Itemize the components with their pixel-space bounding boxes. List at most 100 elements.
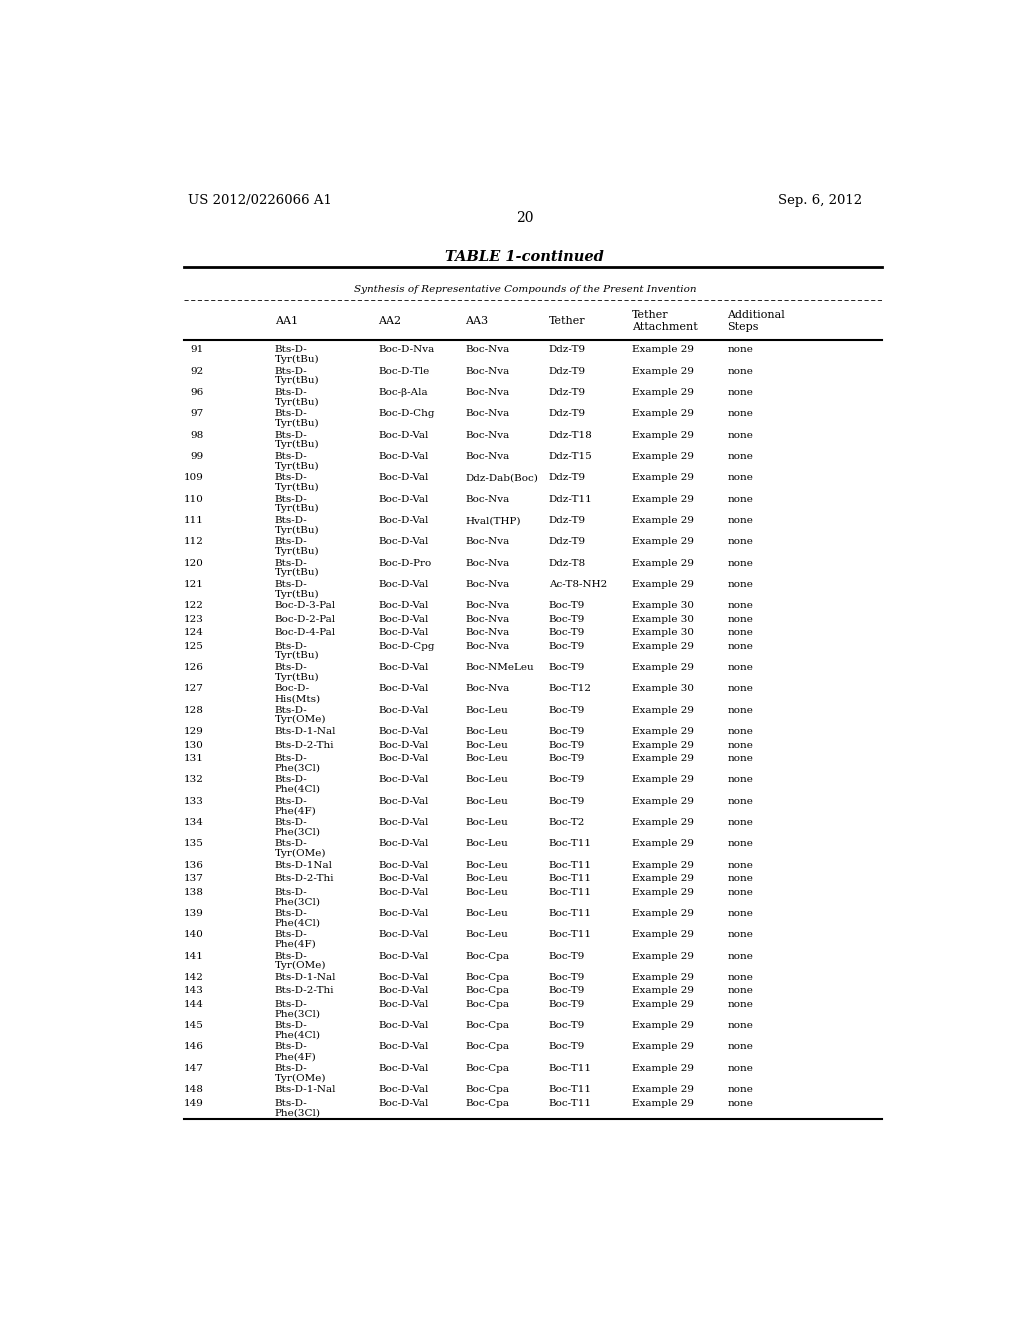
Text: Example 29: Example 29 bbox=[632, 861, 694, 870]
Text: none: none bbox=[727, 516, 753, 525]
Text: 131: 131 bbox=[183, 754, 204, 763]
Text: none: none bbox=[727, 775, 753, 784]
Text: Bts-D-: Bts-D- bbox=[274, 642, 307, 651]
Text: Example 29: Example 29 bbox=[632, 727, 694, 737]
Text: Sep. 6, 2012: Sep. 6, 2012 bbox=[778, 194, 862, 207]
Text: Tether: Tether bbox=[549, 315, 586, 326]
Text: Example 29: Example 29 bbox=[632, 516, 694, 525]
Text: Tyr(tBu): Tyr(tBu) bbox=[274, 673, 319, 682]
Text: 126: 126 bbox=[183, 663, 204, 672]
Text: none: none bbox=[727, 999, 753, 1008]
Text: none: none bbox=[727, 909, 753, 917]
Text: Example 29: Example 29 bbox=[632, 642, 694, 651]
Text: none: none bbox=[727, 495, 753, 504]
Text: Bts-D-: Bts-D- bbox=[274, 409, 307, 418]
Text: Bts-D-1Nal: Bts-D-1Nal bbox=[274, 861, 333, 870]
Text: Bts-D-: Bts-D- bbox=[274, 430, 307, 440]
Text: none: none bbox=[727, 861, 753, 870]
Text: Example 29: Example 29 bbox=[632, 1064, 694, 1073]
Text: none: none bbox=[727, 474, 753, 482]
Text: 96: 96 bbox=[190, 388, 204, 397]
Text: none: none bbox=[727, 642, 753, 651]
Text: Tyr(tBu): Tyr(tBu) bbox=[274, 483, 319, 492]
Text: Bts-D-: Bts-D- bbox=[274, 474, 307, 482]
Text: Boc-T9: Boc-T9 bbox=[549, 602, 585, 610]
Text: Boc-D-Val: Boc-D-Val bbox=[378, 1043, 428, 1052]
Text: Bts-D-1-Nal: Bts-D-1-Nal bbox=[274, 1085, 336, 1094]
Text: 91: 91 bbox=[190, 346, 204, 354]
Text: Hval(THP): Hval(THP) bbox=[465, 516, 521, 525]
Text: Boc-T9: Boc-T9 bbox=[549, 741, 585, 750]
Text: Boc-Cpa: Boc-Cpa bbox=[465, 1098, 509, 1107]
Text: Boc-T9: Boc-T9 bbox=[549, 642, 585, 651]
Text: Phe(3Cl): Phe(3Cl) bbox=[274, 763, 321, 772]
Text: Boc-T11: Boc-T11 bbox=[549, 840, 592, 849]
Text: 109: 109 bbox=[183, 474, 204, 482]
Text: none: none bbox=[727, 537, 753, 546]
Text: Boc-Cpa: Boc-Cpa bbox=[465, 1064, 509, 1073]
Text: Boc-Nva: Boc-Nva bbox=[465, 388, 510, 397]
Text: Boc-Nva: Boc-Nva bbox=[465, 615, 510, 624]
Text: 138: 138 bbox=[183, 887, 204, 896]
Text: Tyr(tBu): Tyr(tBu) bbox=[274, 651, 319, 660]
Text: Boc-T2: Boc-T2 bbox=[549, 818, 585, 828]
Text: Boc-Leu: Boc-Leu bbox=[465, 754, 508, 763]
Text: Ddz-T8: Ddz-T8 bbox=[549, 558, 586, 568]
Text: Boc-Nva: Boc-Nva bbox=[465, 495, 510, 504]
Text: 120: 120 bbox=[183, 558, 204, 568]
Text: Boc-Cpa: Boc-Cpa bbox=[465, 1022, 509, 1030]
Text: Boc-T12: Boc-T12 bbox=[549, 685, 592, 693]
Text: Example 30: Example 30 bbox=[632, 602, 694, 610]
Text: Example 29: Example 29 bbox=[632, 367, 694, 376]
Text: Bts-D-: Bts-D- bbox=[274, 1022, 307, 1030]
Text: Bts-D-: Bts-D- bbox=[274, 999, 307, 1008]
Text: Phe(4F): Phe(4F) bbox=[274, 940, 316, 949]
Text: Boc-D-Val: Boc-D-Val bbox=[378, 706, 428, 714]
Text: Boc-Leu: Boc-Leu bbox=[465, 909, 508, 917]
Text: Example 29: Example 29 bbox=[632, 537, 694, 546]
Text: Bts-D-: Bts-D- bbox=[274, 388, 307, 397]
Text: Example 29: Example 29 bbox=[632, 388, 694, 397]
Text: TABLE 1-continued: TABLE 1-continued bbox=[445, 249, 604, 264]
Text: 144: 144 bbox=[183, 999, 204, 1008]
Text: Bts-D-: Bts-D- bbox=[274, 558, 307, 568]
Text: 147: 147 bbox=[183, 1064, 204, 1073]
Text: none: none bbox=[727, 797, 753, 805]
Text: Bts-D-: Bts-D- bbox=[274, 706, 307, 714]
Text: Ddz-Dab(Boc): Ddz-Dab(Boc) bbox=[465, 474, 539, 482]
Text: 124: 124 bbox=[183, 628, 204, 638]
Text: 143: 143 bbox=[183, 986, 204, 995]
Text: Tyr(tBu): Tyr(tBu) bbox=[274, 441, 319, 450]
Text: 139: 139 bbox=[183, 909, 204, 917]
Text: Example 30: Example 30 bbox=[632, 685, 694, 693]
Text: Boc-D-Val: Boc-D-Val bbox=[378, 797, 428, 805]
Text: none: none bbox=[727, 558, 753, 568]
Text: Boc-D-Val: Boc-D-Val bbox=[378, 628, 428, 638]
Text: 136: 136 bbox=[183, 861, 204, 870]
Text: Bts-D-: Bts-D- bbox=[274, 775, 307, 784]
Text: Bts-D-: Bts-D- bbox=[274, 797, 307, 805]
Text: Example 29: Example 29 bbox=[632, 887, 694, 896]
Text: none: none bbox=[727, 663, 753, 672]
Text: Ddz-T9: Ddz-T9 bbox=[549, 367, 586, 376]
Text: Tyr(OMe): Tyr(OMe) bbox=[274, 849, 327, 858]
Text: Bts-D-: Bts-D- bbox=[274, 931, 307, 940]
Text: Boc-T9: Boc-T9 bbox=[549, 999, 585, 1008]
Text: Tyr(tBu): Tyr(tBu) bbox=[274, 525, 319, 535]
Text: Boc-Leu: Boc-Leu bbox=[465, 797, 508, 805]
Text: 142: 142 bbox=[183, 973, 204, 982]
Text: Example 29: Example 29 bbox=[632, 797, 694, 805]
Text: Boc-D-Val: Boc-D-Val bbox=[378, 986, 428, 995]
Text: Boc-Nva: Boc-Nva bbox=[465, 451, 510, 461]
Text: none: none bbox=[727, 628, 753, 638]
Text: none: none bbox=[727, 1085, 753, 1094]
Text: Boc-Nva: Boc-Nva bbox=[465, 642, 510, 651]
Text: Ddz-T9: Ddz-T9 bbox=[549, 516, 586, 525]
Text: 129: 129 bbox=[183, 727, 204, 737]
Text: Boc-T9: Boc-T9 bbox=[549, 706, 585, 714]
Text: Boc-T9: Boc-T9 bbox=[549, 754, 585, 763]
Text: US 2012/0226066 A1: US 2012/0226066 A1 bbox=[187, 194, 332, 207]
Text: Phe(3Cl): Phe(3Cl) bbox=[274, 1010, 321, 1019]
Text: 99: 99 bbox=[190, 451, 204, 461]
Text: Ddz-T9: Ddz-T9 bbox=[549, 409, 586, 418]
